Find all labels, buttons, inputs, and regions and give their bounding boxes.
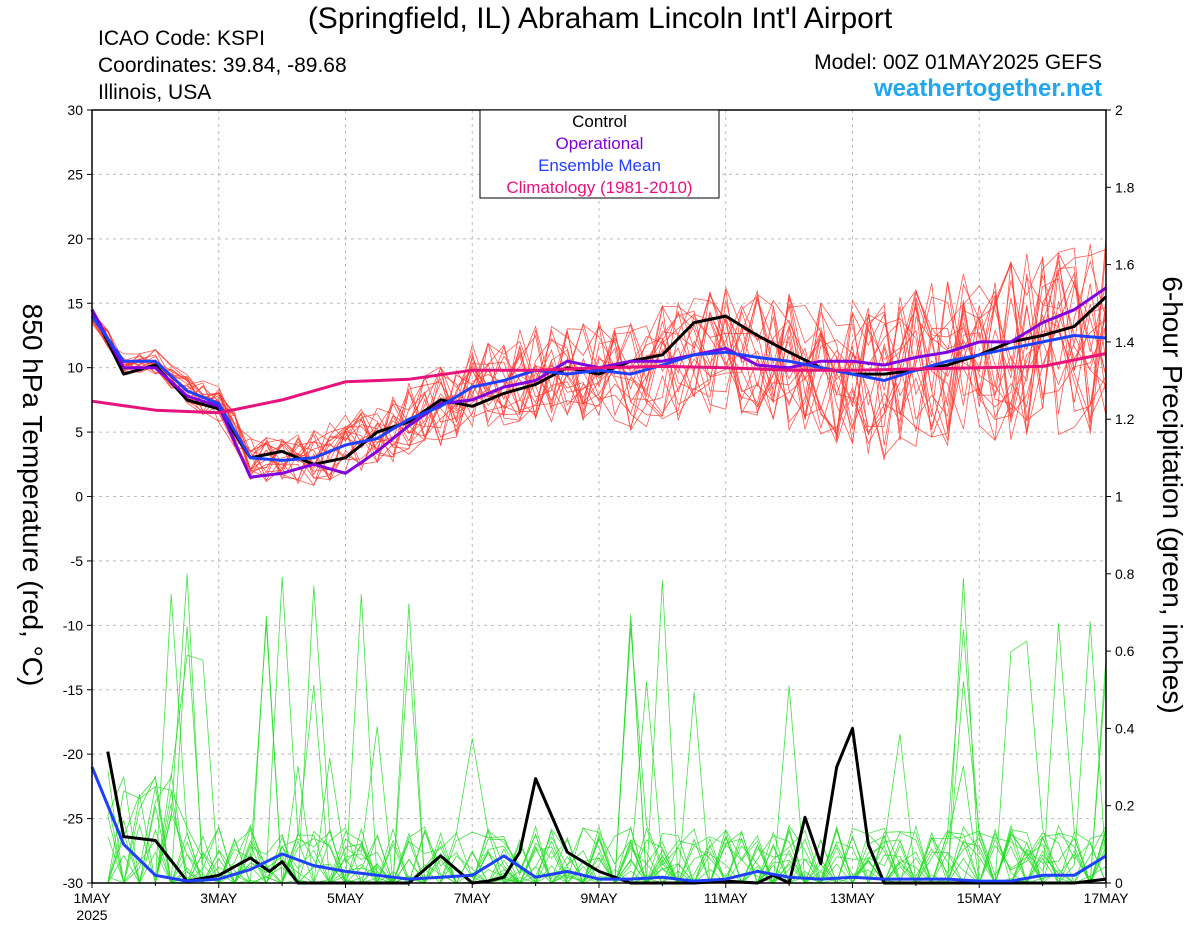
y-tick-label: -20 [63, 746, 83, 762]
y2-tick-label: 0.2 [1115, 798, 1135, 814]
legend-entry-climatology-1981-2010: Climatology (1981-2010) [506, 178, 692, 197]
legend-entry-control: Control [572, 112, 627, 131]
member-temperature-line [91, 277, 1107, 479]
website-label: weathertogether.net [873, 75, 1102, 102]
model-run: Model: 00Z 01MAY2025 GEFS [814, 51, 1102, 74]
member-temperature-line [91, 284, 1107, 476]
y-tick-label: 25 [67, 166, 83, 182]
axes: 302520151050-5-10-15-20-25-3021.81.61.41… [63, 102, 1135, 923]
ensemble-mean-precip-line [90, 766, 1107, 883]
y2-tick-label: 1.8 [1115, 179, 1135, 195]
y-tick-label: 15 [67, 295, 83, 311]
coordinates: Coordinates: 39.84, -89.68 [98, 54, 347, 77]
y2-tick-label: 1 [1115, 489, 1123, 505]
x-tick-label: 15MAY [957, 890, 1003, 906]
y2-tick-label: 0.4 [1115, 720, 1135, 736]
y2-tick-label: 2 [1115, 102, 1123, 118]
x-tick-label: 1MAY [73, 890, 111, 906]
gridlines [92, 110, 1106, 883]
member-precipitation-line [107, 812, 1107, 885]
y2-tick-label: 1.6 [1115, 257, 1135, 273]
legend-entry-operational: Operational [556, 134, 644, 153]
x-tick-sublabel: 2025 [76, 907, 107, 923]
member-temperature-line [91, 249, 1107, 483]
x-tick-label: 5MAY [327, 890, 365, 906]
y-tick-label: 5 [75, 424, 83, 440]
y-tick-label: -15 [63, 682, 83, 698]
y-tick-label: -25 [63, 811, 83, 827]
member-temperature-line [91, 254, 1107, 466]
legend: Control Operational Ensemble Mean Climatolo… [479, 109, 720, 199]
member-temperature-line [91, 260, 1107, 458]
y-tick-label: 0 [75, 489, 83, 505]
member-temperature-line [91, 273, 1107, 481]
y2-tick-label: 0.8 [1115, 566, 1135, 582]
y-tick-label: -30 [63, 875, 83, 891]
legend-entry-ensemble-mean: Ensemble Mean [538, 156, 661, 175]
y-tick-label: 10 [67, 360, 83, 376]
member-precipitation-line [107, 593, 1107, 884]
icao-code: ICAO Code: KSPI [98, 27, 265, 50]
x-tick-label: 9MAY [580, 890, 618, 906]
y-tick-label: -10 [63, 617, 83, 633]
y2-tick-label: 0 [1115, 875, 1123, 891]
x-tick-label: 7MAY [454, 890, 492, 906]
x-tick-label: 17MAY [1084, 890, 1130, 906]
x-tick-label: 13MAY [830, 890, 876, 906]
member-precipitation-line [107, 573, 1106, 885]
x-tick-label: 11MAY [704, 890, 748, 906]
y-tick-label: -5 [71, 553, 84, 569]
y2-tick-label: 0.6 [1115, 643, 1135, 659]
ensemble-mean-line [90, 315, 1107, 462]
member-temperature-line [91, 238, 1107, 485]
y-tick-label: 20 [67, 231, 83, 247]
ensemble-member-precipitation-lines [107, 573, 1107, 885]
y-tick-label: 30 [67, 102, 83, 118]
control-line [90, 295, 1108, 466]
y2-tick-label: 1.2 [1115, 411, 1135, 427]
x-tick-label: 3MAY [200, 890, 238, 906]
legend-box [479, 109, 720, 199]
member-temperature-line [91, 247, 1107, 482]
member-precipitation-line [107, 585, 1107, 885]
member-temperature-line [91, 252, 1107, 469]
climatology-1981-2010-line [91, 352, 1107, 415]
member-precipitation-line [107, 603, 1107, 885]
chart-title: (Springfield, IL) Abraham Lincoln Int'l … [307, 2, 893, 35]
y2-tick-label: 1.4 [1115, 334, 1135, 350]
region: Illinois, USA [98, 81, 212, 104]
series-lines [90, 286, 1108, 885]
